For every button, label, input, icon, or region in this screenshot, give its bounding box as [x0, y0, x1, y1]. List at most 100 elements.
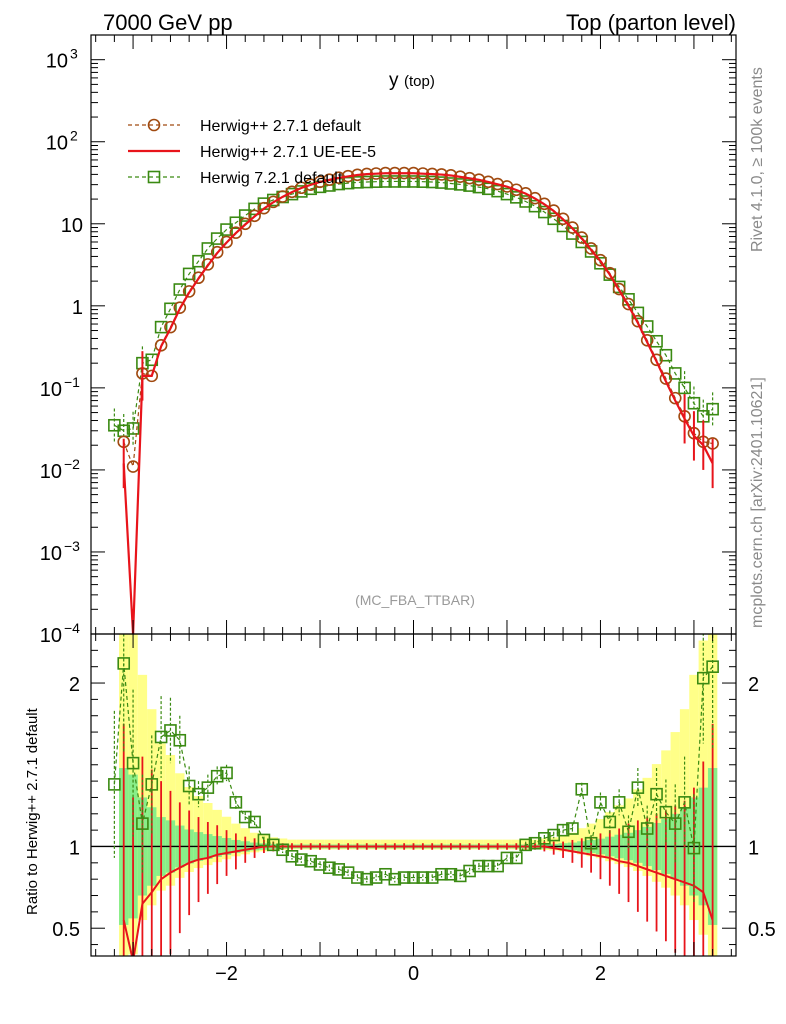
ratio-lines	[91, 634, 736, 956]
top-point-herwig7	[425, 175, 439, 189]
top-point-herwigpp-default	[173, 301, 187, 314]
top-point-herwigpp-default	[528, 191, 542, 205]
y-tick-label: 10	[46, 133, 68, 155]
ratio-line-ueee5	[122, 845, 714, 956]
y-tick-exponent: 3	[70, 46, 78, 62]
top-point-herwig7	[173, 283, 187, 296]
top-point-herwig7	[164, 302, 177, 316]
top-point-herwig7	[668, 367, 682, 380]
ratio-point-herwig7	[622, 825, 635, 839]
top-point-herwigpp-default	[556, 212, 570, 226]
top-point-herwig7	[407, 175, 420, 188]
ratio-point-herwig7	[435, 867, 448, 881]
top-point-herwig7	[453, 178, 467, 191]
top-point-herwigpp-default	[584, 242, 598, 255]
top-point-herwig7	[154, 320, 168, 334]
top-point-herwig7	[304, 182, 317, 196]
top-point-herwig7	[640, 320, 654, 333]
top-point-herwigpp-default	[238, 217, 252, 231]
ratio-point-herwig7	[126, 756, 140, 770]
x-tick-label: −2	[215, 963, 238, 985]
legend-label-2: Herwig 7.2.1 default	[200, 170, 343, 187]
ratio-tick-label-right: 2	[748, 674, 759, 696]
top-point-herwig7	[435, 176, 448, 189]
top-point-herwig7	[547, 212, 561, 226]
ratio-point-herwig7	[332, 863, 346, 876]
ratio-point-herwig7	[397, 871, 411, 884]
ratio-point-herwig7	[323, 861, 336, 875]
top-point-herwig7	[388, 175, 402, 188]
top-point-herwigpp-default	[192, 271, 205, 285]
legend: Herwig++ 2.7.1 default Herwig++ 2.7.1 UE…	[128, 118, 376, 187]
ratio-point-herwig7	[295, 853, 308, 866]
ratio-point-herwig7	[108, 778, 121, 791]
top-point-herwig7	[351, 176, 364, 189]
ratio-point-herwig7	[407, 871, 420, 884]
ratio-point-herwig7	[584, 836, 598, 850]
legend-entry-herwig7-default: Herwig 7.2.1 default	[128, 170, 343, 187]
ratio-point-herwig7	[285, 849, 299, 863]
ratio-point-herwig7	[201, 781, 215, 794]
legend-entry-herwigpp-ueee5: Herwig++ 2.7.1 UE-EE-5	[128, 144, 376, 161]
top-point-herwigpp-default	[547, 204, 561, 217]
ratio-ylabel: Ratio to Herwig++ 2.7.1 default	[24, 707, 41, 915]
ratio-point-herwig7	[500, 851, 514, 865]
ratio-point-herwig7	[650, 787, 663, 801]
top-point-herwig7	[706, 402, 719, 416]
top-point-herwig7	[594, 256, 607, 270]
ratio-point-herwig7	[229, 796, 243, 809]
top-point-herwigpp-default	[622, 297, 635, 311]
ratio-point-herwig7	[678, 796, 691, 809]
top-point-herwigpp-default	[210, 245, 224, 259]
mcplots-label: mcplots.cern.ch [arXiv:2401.10621]	[749, 377, 766, 628]
ratio-point-herwig7	[519, 838, 532, 852]
top-point-herwig7	[341, 176, 355, 190]
top-point-herwigpp-default	[640, 334, 654, 347]
ratio-point-herwig7	[556, 823, 570, 837]
ratio-point-herwig7	[640, 822, 654, 835]
top-point-herwig7	[229, 216, 243, 230]
top-point-herwig7	[126, 422, 140, 435]
y-tick-label: 10	[40, 461, 62, 483]
y-tick-exponent: −2	[64, 456, 80, 472]
top-point-herwig7	[238, 209, 252, 222]
legend-marker-circle	[147, 118, 161, 132]
ratio-point-herwig7	[276, 843, 289, 857]
legend-marker-square	[147, 170, 161, 184]
legend-label-0: Herwig++ 2.7.1 default	[200, 118, 362, 135]
top-point-herwig7	[379, 175, 392, 188]
top-point-herwigpp-default	[182, 285, 196, 298]
ratio-point-herwig7	[603, 815, 617, 829]
ratio-bands	[119, 634, 718, 956]
y-tick-exponent: −4	[64, 620, 80, 636]
top-point-herwigpp-default	[668, 391, 682, 405]
ratio-point-herwig7	[612, 796, 626, 809]
process-label: Top (parton level)	[566, 10, 736, 35]
ratio-point-herwig7	[425, 871, 439, 884]
top-point-herwig7	[397, 175, 411, 188]
top-point-herwigpp-default	[266, 195, 280, 209]
ratio-point-herwig7	[369, 871, 383, 884]
legend-label-1: Herwig++ 2.7.1 UE-EE-5	[200, 144, 376, 161]
y-tick-label: 10	[61, 215, 83, 237]
top-point-herwig7	[472, 180, 486, 194]
y-tick-exponent: −3	[64, 538, 80, 554]
ratio-point-herwig7	[631, 781, 645, 794]
ratio-point-herwig7	[388, 872, 402, 886]
top-point-herwigpp-default	[248, 209, 261, 223]
y-tick-label: 10	[46, 51, 68, 73]
energy-label: 7000 GeV pp	[103, 10, 233, 35]
top-point-herwig7	[575, 235, 589, 249]
ratio-point-herwig7	[510, 851, 523, 865]
plot-title: y	[389, 70, 399, 91]
ratio-point-herwig7	[360, 872, 374, 886]
ratio-point-herwig7	[164, 724, 177, 737]
ratio-point-herwig7	[668, 817, 682, 830]
ratio-point-herwig7	[575, 782, 589, 796]
top-point-herwig7	[444, 177, 458, 190]
ratio-point-herwig7	[192, 787, 205, 801]
top-point-herwigpp-default	[566, 221, 579, 234]
ratio-point-herwig7	[444, 867, 458, 881]
